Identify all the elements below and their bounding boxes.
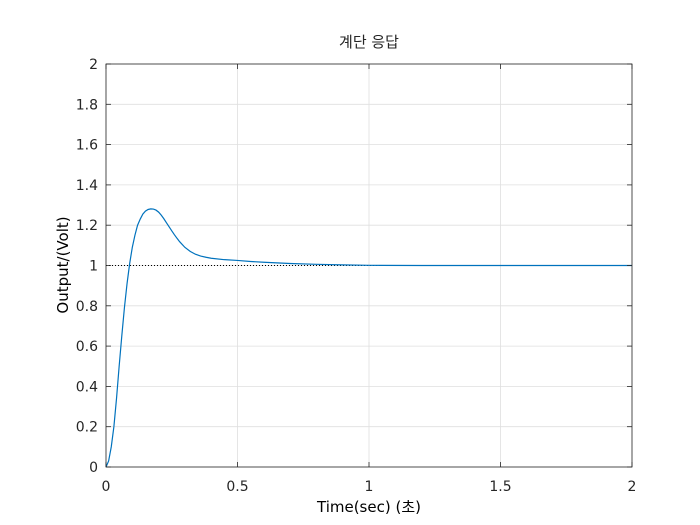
y-tick-label: 1.2 (76, 218, 98, 234)
y-tick-label: 2 (89, 57, 98, 73)
y-tick-label: 1.8 (76, 97, 98, 113)
y-tick-label: 0.6 (76, 339, 98, 355)
y-tick-label: 0 (89, 460, 98, 476)
x-tick-label: 0 (102, 479, 111, 495)
x-tick-label: 2 (628, 479, 637, 495)
chart-title: 계단 응답 (339, 33, 399, 51)
x-tick-label: 1 (365, 479, 374, 495)
y-axis-label: Output/(Volt) (54, 216, 72, 313)
y-tick-label: 1.6 (76, 138, 98, 154)
y-tick-label: 0.2 (76, 420, 98, 436)
x-tick-label: 1.5 (489, 479, 511, 495)
x-tick-label: 0.5 (226, 479, 248, 495)
y-tick-label: 0.8 (76, 299, 98, 315)
series-line-1 (105, 208, 632, 468)
y-tick-label: 1 (89, 259, 98, 275)
ticks: 0 0.5 1 1.5 2 0 0.2 0.4 0.6 0.8 1 1.2 1.4 1.6 1.8 2 (76, 57, 637, 495)
y-tick-label: 1.4 (76, 178, 98, 194)
x-axis-label: Time(sec) (초) (316, 498, 421, 516)
y-tick-label: 0.4 (76, 379, 98, 395)
